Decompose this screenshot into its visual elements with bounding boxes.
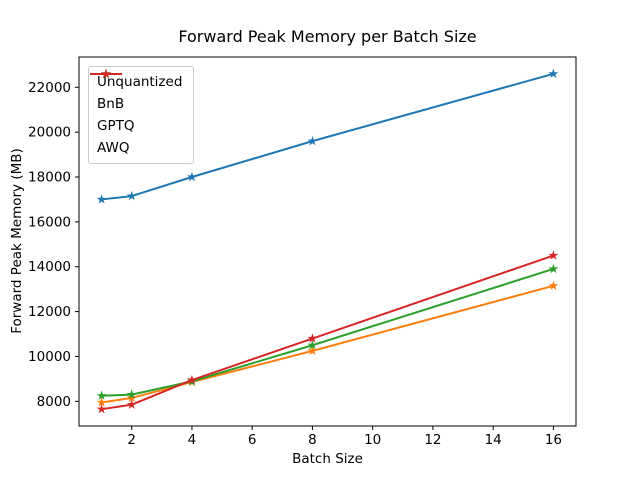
y-tick-label: 8000 (37, 394, 71, 410)
legend-item-bnb: BnB (90, 68, 186, 115)
data-point-marker-unquantized-x1 (96, 194, 107, 204)
data-point-marker-gptq-x2 (126, 389, 137, 399)
legend-label-awq: AWQ (97, 140, 130, 156)
data-point-marker-gptq-x8 (307, 340, 318, 350)
x-tick-label: 12 (424, 432, 441, 448)
data-point-marker-awq-x16 (548, 250, 559, 260)
x-tick-label: 14 (485, 432, 502, 448)
data-point-marker-bnb-x2 (126, 392, 137, 403)
x-tick-label: 16 (545, 432, 562, 448)
data-point-marker-unquantized-x2 (126, 190, 137, 201)
legend-item-gptq: GPTQ (90, 68, 186, 137)
legend-label-bnb: BnB (97, 96, 125, 112)
y-tick-label: 22000 (28, 80, 71, 96)
legend: Unquantized BnB GPTQ AWQ (88, 66, 195, 164)
legend-label-gptq: GPTQ (97, 118, 135, 134)
y-tick-label: 16000 (28, 214, 71, 230)
legend-line-sample-awq (90, 68, 122, 79)
y-tick-label: 18000 (28, 170, 71, 186)
data-point-marker-awq-x8 (307, 333, 318, 343)
x-tick-label: 8 (308, 432, 317, 448)
x-tick-label: 6 (248, 432, 257, 448)
y-tick-label: 12000 (28, 304, 71, 320)
legend-label-unquantized: Unquantized (97, 74, 183, 90)
x-tick-label: 4 (188, 432, 197, 448)
data-point-marker-bnb-x1 (96, 397, 107, 407)
data-point-marker-awq-x4 (187, 374, 197, 385)
data-point-marker-awq-x1 (96, 403, 107, 414)
data-point-marker-awq-x2 (126, 399, 137, 409)
x-tick-label: 10 (364, 432, 381, 448)
data-point-marker-bnb-x16 (548, 280, 559, 291)
legend-item-awq: AWQ (90, 68, 186, 159)
series-line-bnb (101, 284, 554, 404)
y-tick-label: 10000 (28, 349, 71, 365)
y-axis-label: Forward Peak Memory (MB) (9, 148, 25, 334)
y-tick-label: 20000 (28, 125, 71, 141)
star-marker-icon (101, 68, 111, 79)
data-point-marker-gptq-x1 (96, 390, 107, 400)
x-axis-label: Batch Size (292, 451, 363, 467)
data-point-marker-unquantized-x4 (187, 171, 197, 182)
axes-frame (78, 56, 577, 427)
data-point-marker-unquantized-x8 (307, 135, 318, 146)
y-tick-label: 14000 (28, 259, 71, 275)
x-tick-label: 2 (127, 432, 136, 448)
chart-title: Forward Peak Memory per Batch Size (178, 27, 477, 46)
data-point-marker-unquantized-x16 (548, 68, 559, 79)
data-point-marker-gptq-x16 (548, 263, 559, 274)
data-point-marker-bnb-x8 (307, 345, 318, 356)
